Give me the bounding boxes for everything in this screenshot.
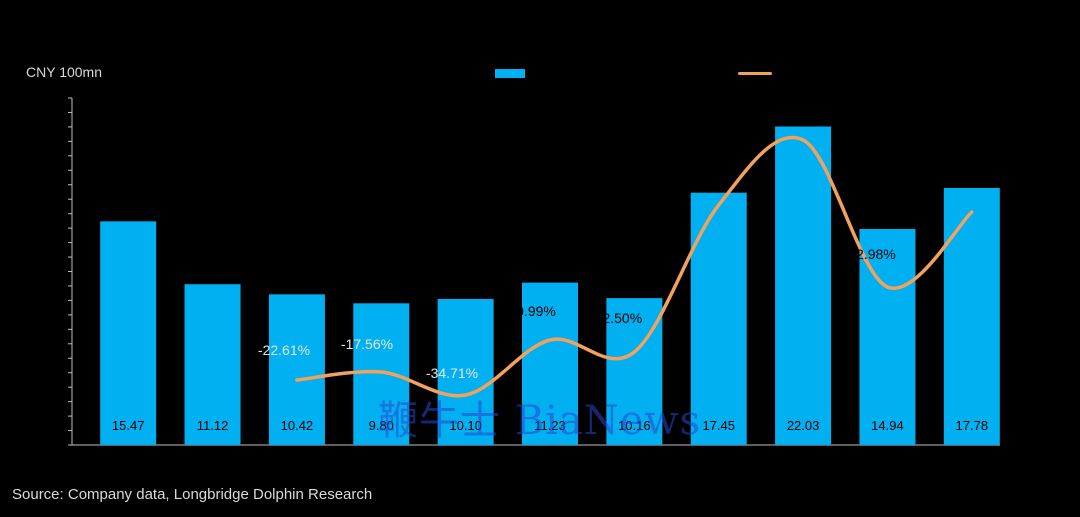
bar-value-label: 17.45: [702, 418, 735, 433]
growth-label: -17.56%: [341, 336, 393, 352]
source-note: Source: Company data, Longbridge Dolphin…: [12, 486, 373, 503]
bar-value-label: 17.78: [956, 418, 989, 433]
bar-value-label: 22.03: [787, 418, 820, 433]
bar-value-label: 14.94: [871, 418, 904, 433]
bar: [775, 126, 832, 446]
bar-value-label: 11.23: [534, 418, 566, 433]
bar-value-label: 10.10: [449, 418, 482, 433]
growth-label: 32.98%: [848, 246, 895, 262]
legend-line-swatch: [738, 72, 772, 75]
growth-label: -34.71%: [426, 365, 478, 381]
bar: [100, 221, 157, 445]
bar: [437, 298, 494, 445]
bar-value-label: 10.42: [281, 418, 314, 433]
bar-value-label: 15.47: [112, 418, 145, 433]
growth-line: [295, 135, 974, 398]
y-axis-unit-label: CNY 100mn: [26, 64, 103, 80]
legend-bar-swatch: [495, 69, 525, 78]
growth-label: -2.50%: [598, 310, 642, 326]
bar-value-label: 9.80: [369, 418, 394, 433]
bar: [184, 284, 241, 445]
watermark: 鞭牛士 BiaNews: [378, 398, 702, 444]
growth-label: 0.99%: [516, 303, 556, 319]
bar: [268, 294, 325, 445]
bar-value-label: 11.12: [197, 418, 229, 433]
bar-value-label: 10.16: [618, 418, 651, 433]
growth-label: -22.61%: [258, 342, 310, 358]
bar: [606, 298, 663, 445]
bar: [353, 303, 410, 445]
bar: [522, 282, 578, 445]
bar: [943, 187, 1000, 445]
